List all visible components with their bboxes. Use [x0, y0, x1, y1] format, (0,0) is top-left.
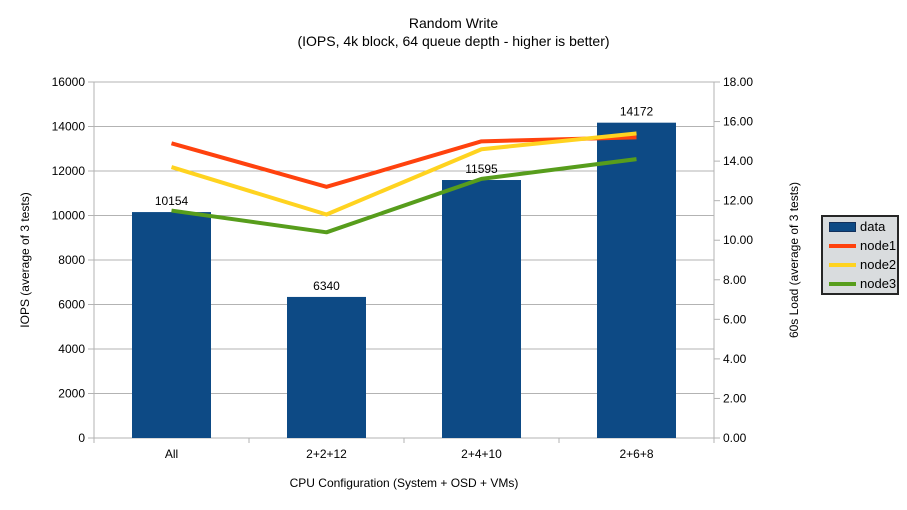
left-tick-label: 8000 [58, 253, 85, 267]
legend-label: node2 [860, 256, 897, 272]
line-node1 [170, 135, 637, 189]
left-tick-label: 0 [78, 431, 85, 445]
x-category-label: 2+4+10 [461, 447, 502, 461]
bar-2+4+10 [442, 180, 521, 439]
x-category-label: 2+2+12 [306, 447, 347, 461]
right-tick-label: 8.00 [723, 273, 747, 287]
bar-value-label: 6340 [313, 279, 340, 293]
right-tick-label: 16.00 [723, 115, 753, 129]
chart-title-block: Random Write (IOPS, 4k block, 64 queue d… [0, 14, 907, 50]
right-tick-label: 6.00 [723, 312, 747, 326]
left-tick-label: 4000 [58, 342, 85, 356]
left-axis-title: IOPS (average of 3 tests) [18, 192, 32, 328]
right-tick-label: 2.00 [723, 391, 747, 405]
legend-label: data [860, 218, 886, 234]
bar-All [132, 212, 211, 438]
left-tick-label: 14000 [52, 120, 86, 134]
right-tick-label: 18.00 [723, 75, 753, 89]
right-tick-label: 0.00 [723, 431, 747, 445]
legend-item: node3 [829, 275, 897, 291]
chart-subtitle: (IOPS, 4k block, 64 queue depth - higher… [297, 33, 610, 49]
bar-value-label: 11595 [465, 162, 498, 176]
line-node3 [171, 157, 637, 235]
legend-swatch-node3 [829, 281, 856, 286]
right-tick-label: 4.00 [723, 352, 747, 366]
left-tick-label: 6000 [58, 298, 85, 312]
right-axis-title: 60s Load (average of 3 tests) [787, 181, 801, 339]
legend-label: node3 [860, 275, 897, 291]
bar-value-label: 14172 [620, 105, 654, 119]
bar-value-label: 10154 [155, 194, 189, 208]
legend-label: node1 [860, 237, 897, 253]
bar-2+6+8 [597, 122, 676, 438]
bar-2+2+12 [287, 296, 366, 438]
legend: data node1 node2 node3 [821, 215, 899, 295]
line-node2 [170, 131, 637, 217]
left-tick-label: 16000 [52, 75, 86, 89]
left-tick-label: 2000 [58, 387, 85, 401]
left-tick-label: 10000 [52, 209, 86, 223]
x-axis-title: CPU Configuration (System + OSD + VMs) [289, 476, 519, 490]
right-tick-label: 12.00 [723, 194, 753, 208]
right-tick-label: 14.00 [723, 154, 753, 168]
right-tick-label: 10.00 [723, 233, 753, 247]
legend-swatch-node2 [829, 262, 856, 267]
legend-item: node2 [829, 256, 897, 272]
legend-item: data [829, 218, 897, 234]
chart-title: Random Write [408, 15, 499, 31]
legend-swatch-node1 [829, 243, 856, 248]
legend-swatch-data [829, 221, 856, 232]
x-category-label: 2+6+8 [619, 447, 653, 461]
legend-item: node1 [829, 237, 897, 253]
x-category-label: All [165, 447, 178, 461]
left-tick-label: 12000 [52, 164, 86, 178]
